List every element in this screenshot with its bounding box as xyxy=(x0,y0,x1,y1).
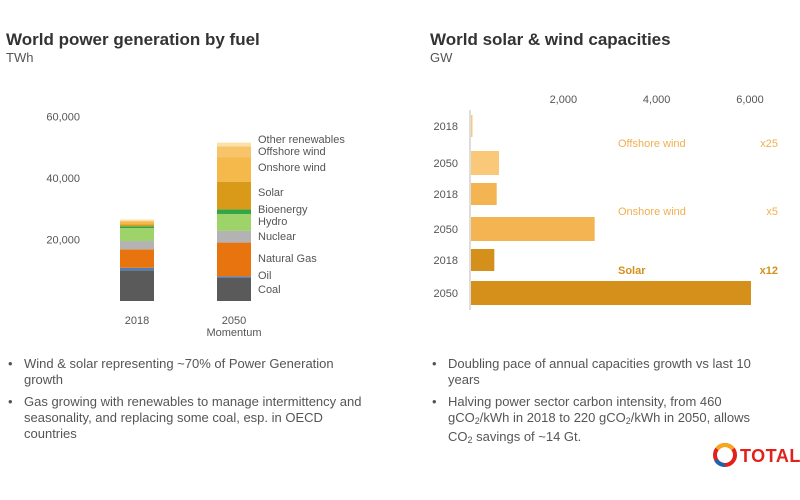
bullet-marker: • xyxy=(432,394,437,409)
legend-label: Other renewables xyxy=(258,134,345,146)
legend-label: Oil xyxy=(258,270,271,282)
logo-text: TOTAL xyxy=(740,446,800,466)
bullet-marker: • xyxy=(432,356,437,371)
y-tick-label: 60,000 xyxy=(46,112,80,124)
bullet-item: • Halving power sector carbon intensity,… xyxy=(430,394,775,448)
group-label: Offshore wind xyxy=(618,138,686,150)
y-tick-label: 20,000 xyxy=(46,235,80,247)
x-tick-sublabel: Momentum xyxy=(206,327,261,339)
bar-segment-other-renewables xyxy=(217,142,251,147)
bullet-item: • Wind & solar representing ~70% of Powe… xyxy=(6,356,376,388)
group-label: Solar xyxy=(618,265,646,277)
bar-segment-coal xyxy=(217,277,251,301)
x-tick-label: 2018 xyxy=(125,315,149,327)
legend-label: Bioenergy xyxy=(258,204,308,216)
bar-segment-onshore-wind xyxy=(120,221,154,225)
bullet-text: Doubling pace of annual capacities growt… xyxy=(448,356,751,387)
group-multiplier: x25 xyxy=(760,138,778,150)
bullet-text: Halving power sector carbon intensity, f… xyxy=(448,394,750,445)
bar-segment-bioenergy xyxy=(120,226,154,229)
y-tick-label: 2018 xyxy=(434,255,458,267)
legend-label: Hydro xyxy=(258,216,287,228)
bullet-text: Gas growing with renewables to manage in… xyxy=(24,394,362,441)
legend-label: Coal xyxy=(258,284,281,296)
group-multiplier: x5 xyxy=(766,206,778,218)
bullet-text: Wind & solar representing ~70% of Power … xyxy=(24,356,334,387)
bar-segment-onshore-wind xyxy=(217,157,251,182)
y-tick-label: 2050 xyxy=(434,224,458,236)
right-chart-title: World solar & wind capacities xyxy=(430,30,671,49)
subscript: 2 xyxy=(474,416,480,426)
group-label: Onshore wind xyxy=(618,206,686,218)
left-chart-title: World power generation by fuel xyxy=(6,30,260,49)
x-tick-label: 4,000 xyxy=(643,94,671,106)
bullet-item: • Gas growing with renewables to manage … xyxy=(6,394,376,442)
y-tick-label: 2050 xyxy=(434,288,458,300)
bar xyxy=(471,115,473,137)
bar-segment-bioenergy xyxy=(217,209,251,214)
bar-segment-coal xyxy=(120,270,154,301)
bullet-marker: • xyxy=(8,356,13,371)
bar-segment-hydro xyxy=(120,228,154,242)
bar-segment-oil xyxy=(120,267,154,271)
y-tick-label: 2050 xyxy=(434,158,458,170)
bullet-text-part: /kWh in 2018 to 220 gCO xyxy=(479,410,626,425)
y-tick-label: 2018 xyxy=(434,189,458,201)
left-bullets: • Wind & solar representing ~70% of Powe… xyxy=(6,356,376,448)
bullet-item: • Doubling pace of annual capacities gro… xyxy=(430,356,775,388)
bar-segment-offshore-wind xyxy=(217,146,251,158)
y-tick-label: 2018 xyxy=(434,121,458,133)
legend-label: Natural Gas xyxy=(258,253,317,265)
bullet-text-part: /kWh in 2050, allows CO xyxy=(448,410,750,444)
legend-label: Solar xyxy=(258,187,284,199)
bar-segment-nuclear xyxy=(120,241,154,250)
bullet-text-part: Halving power sector carbon intensity, f… xyxy=(448,394,722,425)
bar xyxy=(471,183,497,205)
total-logo: TOTAL xyxy=(712,440,800,472)
bar-segment-natural-gas xyxy=(120,249,154,268)
bar-segment-solar xyxy=(120,224,154,227)
y-tick-label: 40,000 xyxy=(46,173,80,185)
legend-label: Nuclear xyxy=(258,231,296,243)
bar xyxy=(471,217,595,241)
group-multiplier: x12 xyxy=(760,265,778,277)
subscript: 2 xyxy=(467,435,473,445)
bar-segment-solar xyxy=(217,181,251,210)
bar-segment-natural-gas xyxy=(217,242,251,277)
legend-label: Offshore wind xyxy=(258,146,326,158)
bar xyxy=(471,151,499,175)
left-chart-unit: TWh xyxy=(6,50,34,65)
right-bullets: • Doubling pace of annual capacities gro… xyxy=(430,356,775,454)
bar xyxy=(471,281,751,305)
bar-segment-nuclear xyxy=(217,230,251,243)
x-tick-label: 2,000 xyxy=(550,94,578,106)
subscript: 2 xyxy=(625,416,631,426)
total-logo-icon xyxy=(713,443,737,467)
bullet-text-part: savings of ~14 Gt. xyxy=(472,429,582,444)
bar xyxy=(471,249,495,271)
solar-wind-capacity-chart: 2,000 4,000 6,000 2018 2050 2018 2050 2018 2050 O… xyxy=(434,94,778,310)
bar-segment-other-renewables xyxy=(120,219,154,222)
legend-label: Onshore wind xyxy=(258,162,326,174)
x-tick-label: 6,000 xyxy=(736,94,764,106)
x-tick-label: 2050 xyxy=(222,315,246,327)
right-chart-unit: GW xyxy=(430,50,453,65)
bullet-marker: • xyxy=(8,394,13,409)
bar-segment-oil xyxy=(217,276,251,278)
bar-segment-hydro xyxy=(217,213,251,231)
